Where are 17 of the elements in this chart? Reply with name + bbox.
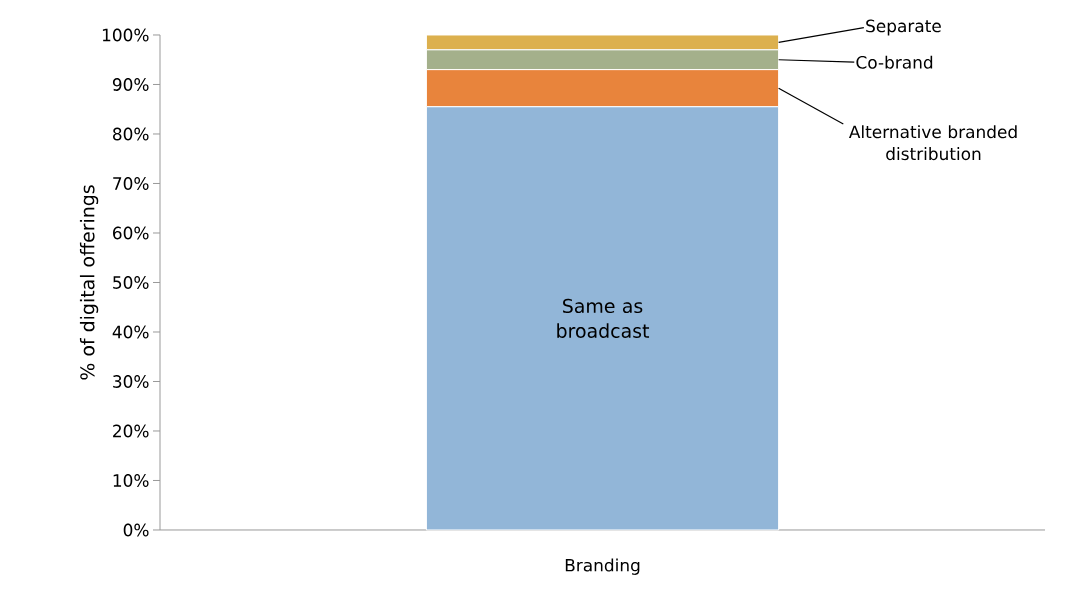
x-tick-label: Branding [565,558,640,575]
y-tick-label: 10% [113,474,149,487]
text: Separate [866,19,941,36]
series-label: Same as broadcast [557,298,650,338]
y-tick-label: 50% [113,276,149,289]
y-tick-label: 90% [112,78,149,91]
y-tick-label: 60% [113,226,149,240]
text: Alternative branded distribution [848,125,1017,161]
y-axis-title: % of digital offerings [79,185,99,380]
y-tick-label: 100% [102,28,149,42]
y-tick-label: 80% [113,127,149,141]
y-tick-label: 40% [112,325,149,339]
y-tick-label: 20% [113,424,149,438]
y-tick-label: 70% [113,177,149,190]
text: Co-brand [856,55,933,69]
y-tick-label: 30% [113,375,149,388]
y-tick-label: 0% [123,523,149,537]
